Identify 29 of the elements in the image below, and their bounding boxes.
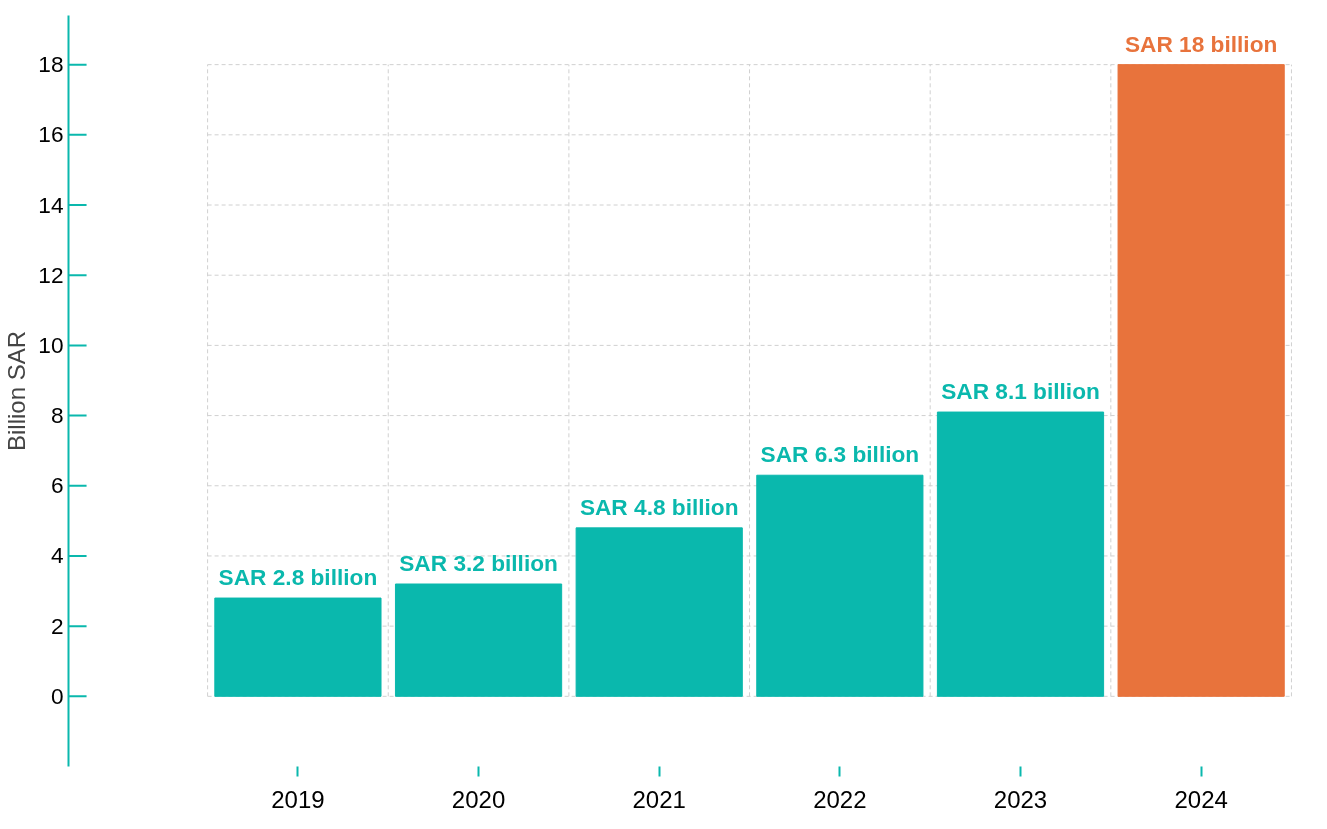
y-tick-label: 14 — [38, 191, 64, 218]
data-label: SAR 8.1 billion — [941, 378, 1100, 405]
bar — [936, 411, 1105, 697]
y-tick-label: 8 — [50, 402, 64, 429]
bar — [756, 474, 924, 697]
y-tick-label: 0 — [50, 682, 64, 709]
y-tick-label: 16 — [38, 121, 64, 148]
y-tick-label: 10 — [38, 331, 64, 358]
data-label: SAR 4.8 billion — [579, 493, 739, 520]
y-axis-title: Billion SAR — [3, 330, 31, 452]
x-tick-label: 2019 — [271, 785, 325, 813]
y-tick-label: 18 — [38, 51, 64, 78]
x-tick-label: 2021 — [632, 785, 686, 813]
y-tick-label: 6 — [50, 472, 64, 499]
data-label: SAR 6.3 billion — [760, 441, 920, 468]
data-label: SAR 3.2 billion — [399, 550, 558, 577]
x-tick-label: 2024 — [1174, 785, 1228, 813]
bar — [394, 583, 563, 697]
x-tick-label: 2023 — [993, 785, 1048, 813]
bar — [214, 597, 382, 697]
y-tick-label: 4 — [50, 542, 64, 569]
x-tick-label: 2020 — [451, 785, 506, 813]
data-label: SAR 18 billion — [1124, 30, 1278, 57]
y-tick-label: 12 — [38, 261, 64, 288]
data-label: SAR 2.8 billion — [218, 564, 378, 591]
bar — [1117, 64, 1285, 697]
y-tick-label: 2 — [50, 612, 64, 639]
x-tick-label: 2022 — [813, 785, 867, 813]
bar — [575, 527, 743, 697]
